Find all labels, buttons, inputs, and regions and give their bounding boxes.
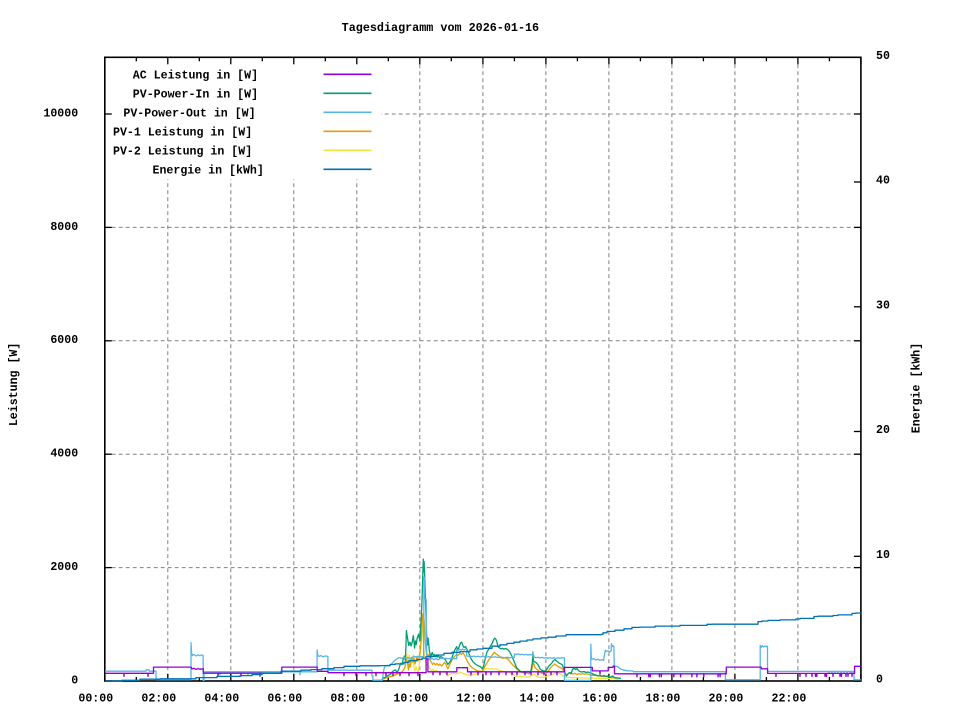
svg-text:PV-Power-Out in [W]: PV-Power-Out in [W] — [123, 107, 255, 120]
svg-text:4000: 4000 — [50, 448, 78, 461]
svg-text:AC Leistung in [W]: AC Leistung in [W] — [133, 69, 258, 82]
svg-text:20: 20 — [876, 424, 890, 437]
svg-text:PV-Power-In in [W]: PV-Power-In in [W] — [133, 88, 258, 101]
svg-text:50: 50 — [876, 50, 890, 63]
svg-text:PV-1 Leistung in [W]: PV-1 Leistung in [W] — [113, 126, 252, 139]
svg-text:10:00: 10:00 — [393, 693, 428, 706]
svg-text:10000: 10000 — [43, 107, 78, 120]
svg-text:00:00: 00:00 — [78, 693, 113, 706]
svg-text:40: 40 — [876, 175, 890, 188]
svg-text:22:00: 22:00 — [772, 693, 807, 706]
svg-text:18:00: 18:00 — [646, 693, 681, 706]
svg-text:0: 0 — [876, 674, 883, 687]
svg-text:06:00: 06:00 — [267, 693, 302, 706]
svg-text:Leistung [W]: Leistung [W] — [8, 343, 21, 427]
svg-text:2000: 2000 — [50, 561, 78, 574]
svg-text:16:00: 16:00 — [583, 693, 618, 706]
svg-text:14:00: 14:00 — [520, 693, 555, 706]
svg-text:Energie in [kWh]: Energie in [kWh] — [153, 164, 264, 177]
svg-text:6000: 6000 — [50, 334, 78, 347]
svg-text:Energie [kWh]: Energie [kWh] — [911, 343, 924, 433]
svg-text:0: 0 — [71, 674, 78, 687]
svg-text:Tagesdiagramm vom 2026-01-16: Tagesdiagramm vom 2026-01-16 — [342, 21, 539, 35]
svg-text:10: 10 — [876, 549, 890, 562]
svg-text:PV-2 Leistung in [W]: PV-2 Leistung in [W] — [113, 145, 252, 158]
svg-text:8000: 8000 — [50, 221, 78, 234]
svg-text:20:00: 20:00 — [709, 693, 744, 706]
svg-text:02:00: 02:00 — [141, 693, 176, 706]
svg-text:30: 30 — [876, 300, 890, 313]
svg-text:04:00: 04:00 — [204, 693, 239, 706]
svg-text:12:00: 12:00 — [457, 693, 492, 706]
svg-text:08:00: 08:00 — [330, 693, 365, 706]
